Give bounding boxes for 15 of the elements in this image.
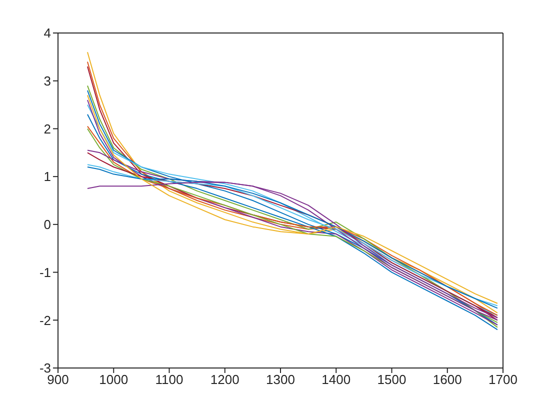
- x-tick-label: 1400: [322, 372, 351, 388]
- x-tick-label: 1700: [488, 372, 518, 388]
- y-tick-label: 4: [44, 26, 51, 41]
- x-tick-label: 1500: [377, 372, 406, 388]
- y-tick-label: 2: [44, 121, 51, 136]
- y-tick-label: 0: [44, 217, 51, 232]
- x-tick-label: 1000: [99, 372, 128, 388]
- y-tick-label: 1: [44, 169, 51, 184]
- x-tick-label: 1100: [155, 372, 184, 388]
- x-tick-label: 1600: [432, 372, 462, 388]
- x-tick-label: 1300: [266, 372, 295, 388]
- y-tick-label: -2: [39, 312, 51, 328]
- x-tick-label: 1200: [210, 372, 240, 388]
- y-tick-label: 3: [44, 73, 51, 88]
- y-tick-label: -1: [39, 264, 51, 280]
